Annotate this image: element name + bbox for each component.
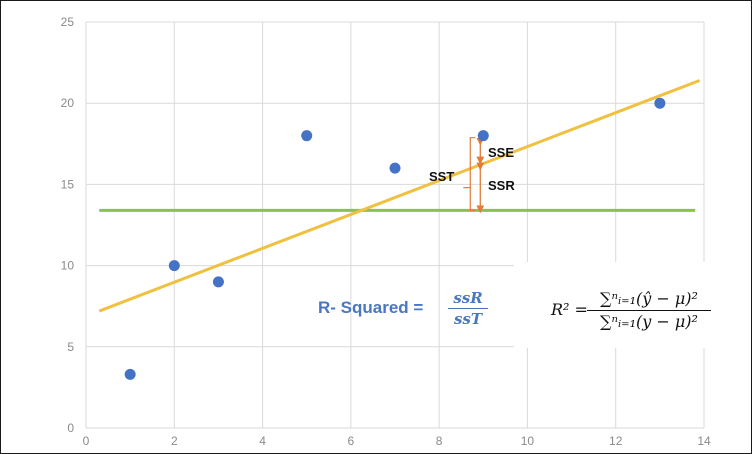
sst-label: SST xyxy=(429,169,454,184)
grid xyxy=(85,21,705,429)
fraction-bar xyxy=(448,308,488,309)
formula-lhs: R² = xyxy=(551,300,588,319)
r-squared-label: R- Squared = xyxy=(318,298,424,317)
sst-bracket xyxy=(469,137,476,211)
y-tick-label: 10 xyxy=(61,259,75,273)
y-tick-label: 20 xyxy=(61,96,75,110)
data-points xyxy=(124,97,666,380)
data-point xyxy=(477,130,489,142)
annotations: SSE SSR SST xyxy=(429,145,515,193)
x-tick-label: 6 xyxy=(348,434,355,448)
y-tick-label: 15 xyxy=(61,177,75,191)
r-squared-numerator: ssR xyxy=(453,289,483,307)
data-point xyxy=(168,260,180,272)
y-tick-label: 0 xyxy=(67,421,74,435)
formula-panel xyxy=(514,262,714,348)
error-brackets xyxy=(463,137,485,214)
data-point xyxy=(389,162,401,174)
y-tick-label: 5 xyxy=(67,340,74,354)
data-point xyxy=(212,276,224,288)
r-squared-denominator: ssT xyxy=(453,310,483,328)
data-point xyxy=(301,130,313,142)
data-point xyxy=(124,368,136,380)
x-tick-label: 10 xyxy=(521,434,535,448)
x-tick-label: 0 xyxy=(83,434,90,448)
x-tick-label: 12 xyxy=(609,434,623,448)
regression-line xyxy=(98,79,701,313)
x-tick-label: 2 xyxy=(171,434,178,448)
formula-fraction: ∑ⁿᵢ₌₁(ŷ − μ)² ∑ⁿᵢ₌₁(y − μ)² xyxy=(587,289,711,332)
tick-labels: 0 2 4 6 8 10 12 14 0 5 10 15 20 25 xyxy=(61,15,711,448)
x-tick-label: 8 xyxy=(436,434,443,448)
sse-label: SSE xyxy=(488,145,514,160)
data-point xyxy=(654,97,666,109)
y-tick-label: 25 xyxy=(61,15,75,29)
formula-bar xyxy=(587,310,711,311)
formula-numerator: ∑ⁿᵢ₌₁(ŷ − μ)² xyxy=(600,289,698,308)
lines xyxy=(98,79,701,313)
r-squared-fraction: ssR ssT xyxy=(448,289,488,328)
x-tick-label: 4 xyxy=(259,434,266,448)
x-tick-label: 14 xyxy=(697,434,711,448)
ssr-label: SSR xyxy=(488,178,515,193)
formula-denominator: ∑ⁿᵢ₌₁(y − μ)² xyxy=(600,312,698,331)
